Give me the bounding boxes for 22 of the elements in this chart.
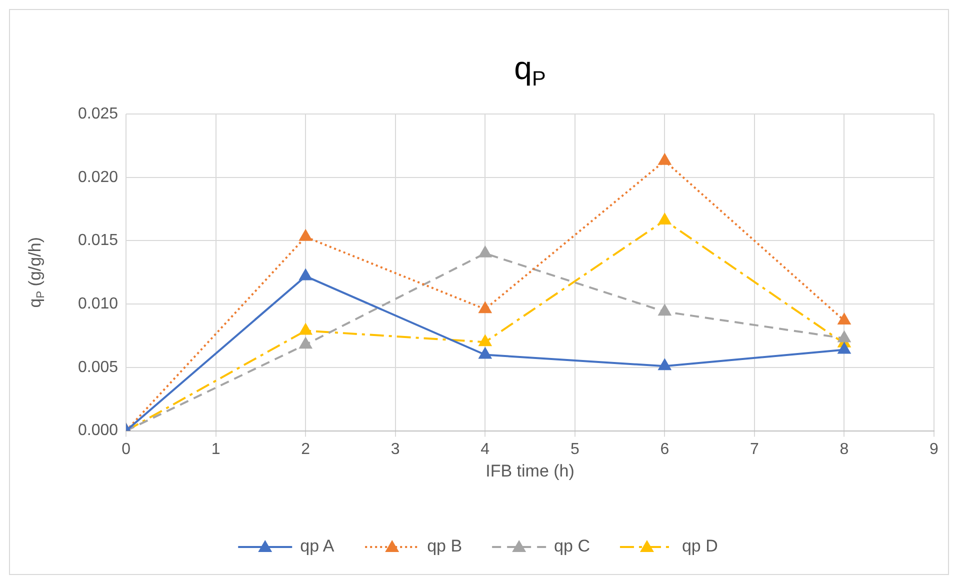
y-tick-label: 0.025: [78, 105, 118, 122]
y-tick-label: 0.020: [78, 168, 118, 186]
legend-label: qp D: [682, 536, 718, 556]
legend-label: qp B: [427, 536, 462, 556]
x-tick-label: 2: [301, 440, 310, 458]
x-tick-label: 4: [480, 440, 490, 458]
x-tick-label: 9: [930, 440, 939, 458]
x-tick-label: 5: [570, 440, 580, 458]
x-tick-label: 8: [840, 440, 849, 458]
legend-label: qp A: [300, 536, 335, 556]
x-tick-label: 7: [750, 440, 759, 458]
y-tick-label: 0.005: [78, 358, 118, 376]
x-tick-label: 6: [660, 440, 670, 458]
x-tick-label: 1: [211, 440, 220, 458]
y-axis-title: qP (g/g/h): [26, 237, 48, 308]
legend-label: qp C: [554, 536, 590, 556]
y-tick-label: 0.000: [78, 422, 118, 440]
y-tick-label: 0.015: [78, 232, 118, 250]
x-tick-label: 3: [390, 440, 400, 458]
x-axis-title: IFB time (h): [486, 462, 574, 481]
x-tick-label: 0: [122, 440, 131, 458]
y-tick-label: 0.010: [78, 295, 118, 312]
